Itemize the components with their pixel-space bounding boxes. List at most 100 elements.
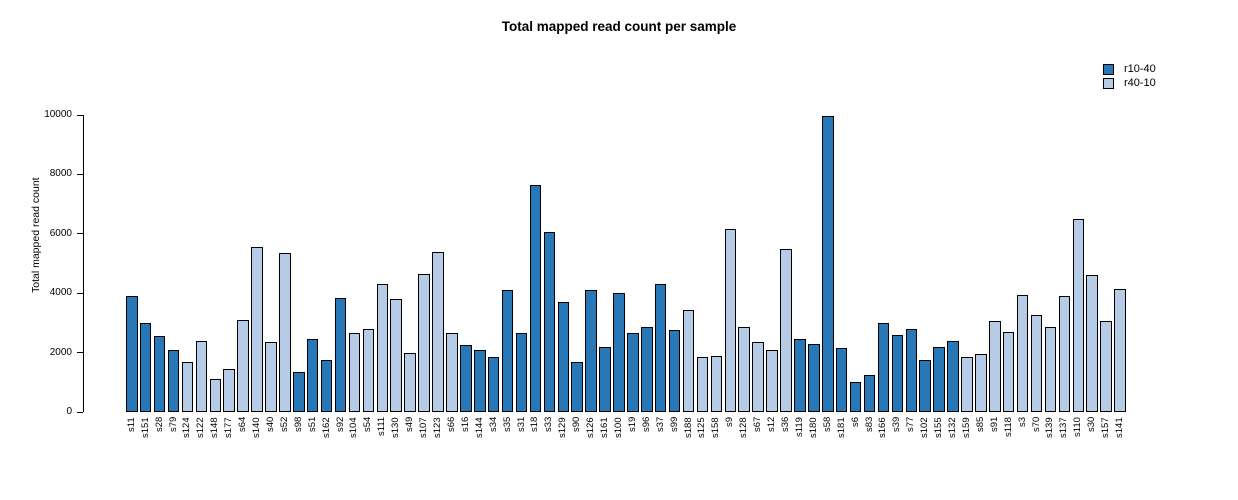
bar-s166	[877, 323, 890, 412]
y-tick-mark-4000	[77, 292, 83, 294]
x-tick-label-s96: s96	[640, 417, 652, 433]
bar-s51	[306, 339, 319, 412]
bar-s30	[1086, 275, 1098, 412]
x-tick-label-s79: s79	[167, 417, 179, 433]
bar-s77	[905, 329, 918, 412]
x-tick-label-s92: s92	[334, 417, 346, 433]
bar-s180	[808, 344, 820, 412]
y-tick-label-10000: 10000	[44, 109, 72, 120]
x-tick-label-s123: s123	[431, 417, 443, 438]
bar-s139	[1044, 327, 1057, 412]
y-tick-label-4000: 4000	[49, 287, 72, 299]
x-tick-label-s31: s31	[515, 417, 527, 433]
x-tick-label-s144: s144	[473, 417, 485, 438]
x-tick-label-s12: s12	[766, 417, 778, 433]
y-tick-mark-10000	[77, 114, 83, 116]
bar-s66	[446, 333, 458, 412]
legend-label-r10-40: r10-40	[1124, 62, 1156, 75]
x-tick-label-s66: s66	[445, 417, 457, 433]
bar-s49	[404, 353, 416, 412]
bar-s110	[1072, 219, 1085, 412]
x-tick-label-s139: s139	[1044, 417, 1056, 438]
bar-s90	[571, 362, 583, 412]
bar-s122	[195, 341, 208, 412]
bar-s140	[251, 247, 263, 412]
x-tick-label-s28: s28	[153, 417, 165, 433]
x-tick-label-s90: s90	[571, 417, 583, 433]
x-tick-label-s128: s128	[738, 417, 750, 438]
bar-s107	[418, 274, 430, 412]
x-tick-label-s77: s77	[905, 417, 917, 433]
x-tick-label-s18: s18	[529, 417, 541, 433]
legend-item-r10-40: r10-40	[1103, 62, 1156, 77]
x-tick-label-s100: s100	[612, 417, 624, 438]
bar-s157	[1100, 321, 1112, 412]
bar-s181	[835, 348, 848, 412]
x-tick-label-s132: s132	[947, 417, 959, 438]
x-tick-label-s33: s33	[543, 417, 555, 433]
bar-s144	[474, 350, 486, 412]
x-tick-label-s166: s166	[877, 417, 889, 438]
bar-s36	[780, 249, 792, 412]
x-tick-label-s40: s40	[264, 417, 276, 433]
bar-s3	[1016, 295, 1029, 412]
x-tick-label-s148: s148	[209, 417, 221, 438]
y-axis-line	[83, 115, 84, 412]
x-tick-label-s104: s104	[348, 417, 360, 438]
x-tick-label-s58: s58	[821, 417, 833, 433]
x-tick-label-s180: s180	[807, 417, 819, 438]
x-tick-label-s126: s126	[585, 417, 597, 438]
y-tick-label-8000: 8000	[49, 168, 72, 180]
bar-s104	[348, 333, 361, 412]
bar-s40	[265, 342, 277, 412]
legend: r10-40 r40-10	[1103, 62, 1156, 91]
x-tick-label-s11: s11	[125, 417, 137, 432]
x-tick-label-s19: s19	[626, 417, 638, 433]
x-tick-label-s51: s51	[306, 417, 318, 433]
x-tick-label-s52: s52	[278, 417, 290, 433]
bar-s70	[1030, 315, 1043, 412]
bar-s16	[460, 345, 472, 412]
legend-swatch-r10-40	[1103, 63, 1114, 75]
x-tick-label-s30: s30	[1086, 417, 1098, 433]
bar-s151	[139, 323, 152, 412]
x-tick-label-s9: s9	[724, 417, 736, 428]
y-tick-mark-6000	[77, 233, 83, 235]
x-tick-label-s140: s140	[251, 417, 263, 438]
x-tick-label-s111: s111	[376, 417, 388, 437]
bar-s92	[334, 298, 347, 412]
bar-s28	[153, 336, 166, 412]
x-tick-label-s155: s155	[933, 417, 945, 438]
x-tick-label-s64: s64	[237, 417, 249, 433]
bar-s11	[126, 296, 138, 412]
x-tick-label-s118: s118	[1002, 417, 1014, 437]
x-tick-label-s124: s124	[181, 417, 193, 438]
x-tick-label-s39: s39	[891, 417, 903, 433]
bar-s129	[557, 302, 570, 412]
x-tick-label-s83: s83	[863, 417, 875, 433]
bar-s33	[543, 232, 556, 412]
y-tick-mark-8000	[77, 173, 83, 175]
x-tick-label-s3: s3	[1016, 417, 1028, 428]
y-tick-label-2000: 2000	[49, 346, 72, 358]
bar-s54	[362, 329, 375, 412]
bar-s102	[919, 360, 931, 412]
bar-s161	[599, 347, 611, 412]
x-tick-label-s49: s49	[404, 417, 416, 433]
bar-s123	[432, 252, 444, 412]
bar-s6	[849, 382, 862, 412]
x-tick-label-s157: s157	[1100, 417, 1112, 438]
bar-s9	[724, 229, 737, 412]
bar-s31	[515, 333, 528, 412]
bar-s12	[766, 350, 778, 412]
x-tick-label-s67: s67	[752, 417, 764, 433]
y-tick-label-6000: 6000	[49, 227, 72, 239]
bar-s96	[641, 327, 653, 412]
bar-s126	[585, 290, 597, 412]
bar-s148	[209, 379, 222, 412]
y-tick-label-0: 0	[66, 406, 72, 417]
x-tick-label-s158: s158	[710, 417, 722, 438]
x-tick-label-s130: s130	[390, 417, 402, 438]
x-tick-label-s98: s98	[292, 417, 304, 433]
